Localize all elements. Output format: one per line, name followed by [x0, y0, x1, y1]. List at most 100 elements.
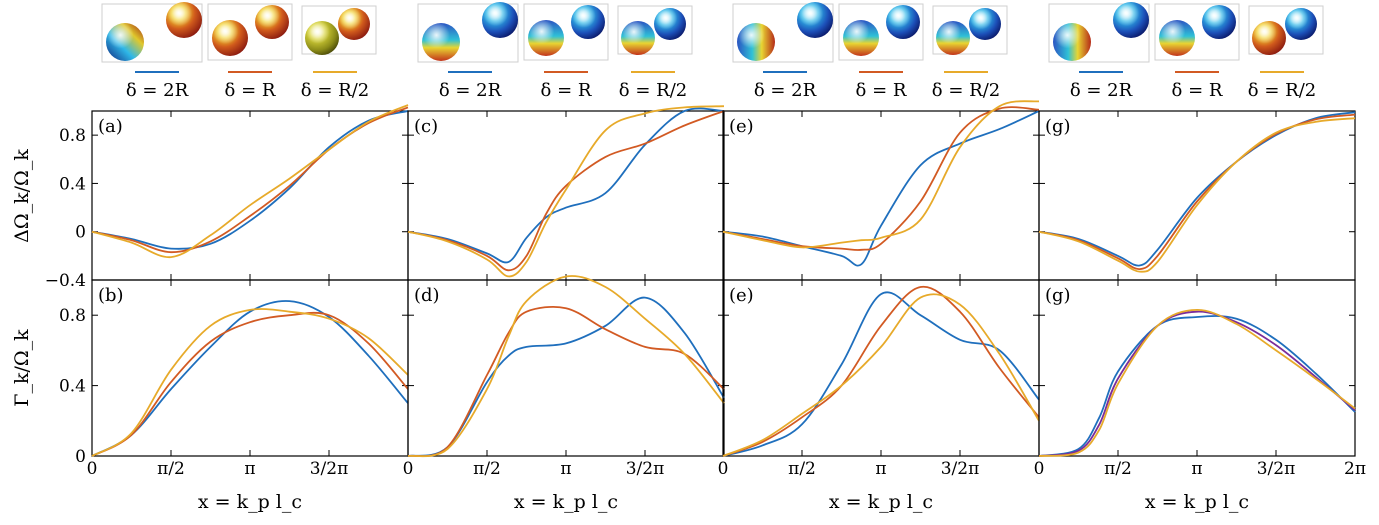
series-line-2R: [91, 300, 409, 457]
legend-entry: δ = 2R: [439, 80, 502, 101]
panel-label: (e): [729, 116, 754, 137]
legend-entry: δ = 2R: [126, 80, 189, 101]
sphere-highlight: [255, 5, 289, 39]
x-tick-label: π/2: [1104, 459, 1132, 479]
sphere-illustrations: [101, 2, 1324, 63]
sphere-highlight: [654, 8, 686, 40]
x-tick-label: π/2: [157, 459, 185, 479]
sphere-highlight: [528, 20, 564, 56]
y-tick-label: 0.8: [59, 306, 86, 326]
panel-frame: [407, 279, 725, 457]
panel-frame: [91, 110, 409, 281]
sphere-highlight: [886, 5, 920, 39]
series-line-R2: [407, 105, 725, 278]
panel-label: (e): [729, 285, 754, 306]
panel-bottom-2: (d): [407, 275, 725, 458]
legend-entry: δ = 2R: [754, 80, 817, 101]
sphere-frame: [617, 5, 693, 55]
panel-bottom-3: (e): [722, 279, 1040, 457]
sphere-frame: [838, 3, 924, 61]
sphere-highlight: [338, 8, 370, 40]
panel-top-2: (c): [407, 105, 725, 281]
x-tick-label: π: [875, 459, 886, 479]
sphere-frame: [101, 3, 203, 63]
x-tick-label: 3/2π: [310, 459, 349, 479]
panel-bottom-1: 0 0.4 0.8 (b): [59, 279, 409, 467]
series-line-R: [722, 106, 1040, 251]
legend-entry: δ = R/2: [301, 80, 369, 101]
sphere-highlight: [737, 23, 775, 61]
x-axis-title: x = k_p l_c: [829, 491, 933, 513]
sphere-highlight: [571, 5, 605, 39]
panel-label: (g): [1045, 116, 1071, 137]
sphere-highlight: [1159, 20, 1195, 56]
x-tick-label: 3/2π: [941, 459, 980, 479]
series-line-R: [1038, 113, 1356, 270]
sphere-frame: [1248, 5, 1324, 55]
y-tick-label: 0.8: [59, 126, 86, 146]
x-tick-label: 0: [403, 459, 414, 479]
series-line-R2: [91, 104, 409, 259]
y-axis-title-bottom: Γ_k/Ω_k: [11, 329, 33, 407]
sphere-frame: [932, 5, 1008, 55]
sphere-frame: [1048, 3, 1150, 63]
x-axis-title: x = k_p l_c: [198, 491, 302, 513]
series-line-R: [722, 285, 1040, 457]
series-line-R2: [91, 308, 409, 457]
x-axis-title: x = k_p l_c: [514, 491, 618, 513]
panel-frame: [722, 279, 1040, 457]
series-line-R2: [407, 275, 725, 458]
sphere-highlight: [422, 23, 460, 61]
sphere-highlight: [106, 23, 144, 61]
sphere-highlight: [166, 2, 202, 38]
panel-bottom-4: (g): [1038, 279, 1356, 457]
panel-label: (b): [98, 285, 124, 306]
sphere-highlight: [1252, 21, 1286, 55]
panel-frame: [1038, 110, 1356, 281]
series-line-2R: [1038, 315, 1356, 457]
sphere-frame: [523, 3, 609, 61]
legend-entry: δ = R/2: [932, 80, 1000, 101]
x-tick-label: 2π: [1344, 459, 1366, 479]
series-line-R: [407, 306, 725, 458]
series-line-2R: [722, 291, 1040, 457]
sphere-frame: [1154, 3, 1240, 61]
panel-label: (d): [414, 285, 440, 306]
x-tick-label: π: [560, 459, 571, 479]
panel-label: (g): [1045, 285, 1071, 306]
panel-top-3: (e): [722, 100, 1040, 281]
x-axis-title: x = k_p l_c: [1145, 491, 1249, 513]
sphere-frame: [301, 5, 377, 55]
sphere-highlight: [797, 2, 833, 38]
legend-entry: δ = R: [1172, 80, 1223, 101]
x-tick-label: π: [244, 459, 255, 479]
x-tick-label: π: [1191, 459, 1202, 479]
x-tick-label: 0: [718, 459, 729, 479]
panel-frame: [1038, 279, 1356, 457]
legend-rows: δ = 2R δ = R δ = R/2 δ = 2R δ = R δ = R/2 δ = …: [126, 71, 1316, 101]
series-line-R: [1038, 310, 1356, 457]
sphere-highlight: [936, 21, 970, 55]
series-line-R2: [1038, 117, 1356, 273]
sphere-highlight: [1285, 8, 1317, 40]
y-axis-title-top: ΔΩ_k/Ω_k: [11, 149, 33, 243]
series-line-R: [91, 311, 409, 457]
legend-entry: δ = R/2: [619, 80, 687, 101]
sphere-highlight: [1202, 5, 1236, 39]
legend-entry: δ = 2R: [1070, 80, 1133, 101]
panel-top-4: (g): [1038, 110, 1356, 281]
panel-frame: [407, 110, 725, 281]
x-tick-label: 0: [1034, 459, 1045, 479]
sphere-frame: [207, 3, 293, 61]
plot-panels: −0.4 0 0.4 0.8 (a) (c) (e) (g) 0 0.4 0.8 (b) (d) (e) (…: [45, 100, 1356, 467]
sphere-highlight: [1113, 2, 1149, 38]
panel-label: (c): [414, 116, 438, 137]
sphere-highlight: [1053, 23, 1091, 61]
series-line-R: [407, 110, 725, 272]
y-tick-label: 0: [75, 447, 86, 467]
series-line-2R: [407, 296, 725, 457]
series-line-2R: [722, 110, 1040, 267]
y-tick-label: −0.4: [45, 271, 86, 291]
sphere-highlight: [482, 2, 518, 38]
y-tick-label: 0.4: [59, 377, 86, 397]
